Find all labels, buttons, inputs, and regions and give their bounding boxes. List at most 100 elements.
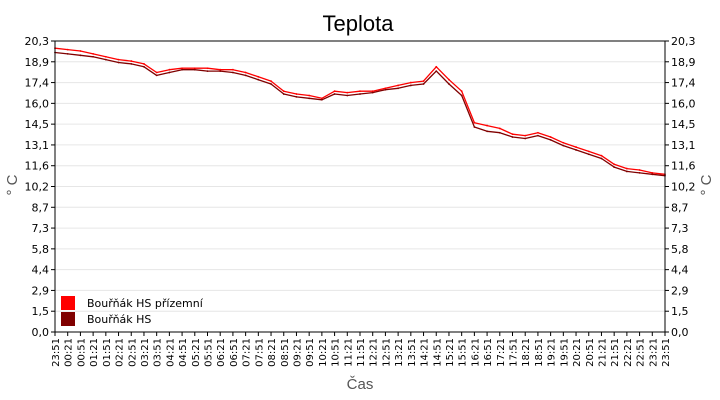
- data-point: [333, 90, 336, 93]
- data-point: [320, 98, 323, 101]
- x-tick-label: 18:21: [521, 338, 532, 367]
- y-tick-label-right: 8,7: [671, 201, 689, 214]
- data-point: [359, 93, 361, 95]
- data-point: [206, 67, 209, 70]
- data-point: [498, 131, 501, 134]
- y-tick-label-left: 0,0: [32, 326, 50, 339]
- data-point: [117, 61, 120, 64]
- data-point: [460, 94, 463, 97]
- data-point: [270, 83, 272, 85]
- data-point: [486, 130, 488, 133]
- x-tick-label: 16:21: [470, 338, 481, 367]
- data-point: [409, 84, 412, 87]
- x-tick-label: 13:21: [394, 338, 405, 367]
- y-tick-label-right: 14,5: [671, 118, 696, 131]
- data-point: [193, 67, 196, 70]
- data-point: [219, 70, 222, 73]
- x-tick-label: 03:51: [153, 338, 164, 367]
- x-tick-label: 08:21: [267, 338, 278, 367]
- data-point: [181, 67, 183, 70]
- data-point: [270, 80, 272, 83]
- data-point: [232, 71, 234, 74]
- data-point: [295, 93, 298, 95]
- data-point: [308, 94, 311, 97]
- y-tick-label-right: 20,3: [671, 35, 696, 48]
- y-tick-label-left: 13,1: [25, 139, 50, 152]
- data-point: [143, 65, 145, 68]
- data-point: [92, 55, 95, 58]
- legend-label: Bouřňák HS: [87, 313, 151, 326]
- x-ticks: 23:51 00:21 00:51 01:21 01:51 02:21 02:51 03:21…: [51, 332, 672, 367]
- data-point: [143, 63, 145, 65]
- x-tick-label: 20:21: [572, 338, 583, 367]
- y-tick-label-right: 18,9: [671, 56, 696, 69]
- data-point: [651, 173, 654, 176]
- y-tick-label-left: 18,9: [25, 56, 50, 69]
- y-ticks-left: 0,0 1,5 2,9 4,4 5,8 7,3 8,7 10,2 11,6 13,1 14,5 16,…: [25, 35, 55, 339]
- x-tick-label: 01:51: [102, 338, 113, 367]
- data-point: [282, 93, 285, 95]
- x-tick-label: 07:21: [242, 338, 253, 367]
- data-point: [486, 124, 488, 127]
- data-point: [638, 169, 641, 171]
- y-tick-label-left: 16,0: [25, 97, 50, 110]
- data-point: [625, 167, 628, 170]
- data-point: [168, 71, 171, 74]
- legend-label: Bouřňák HS přízemní: [87, 297, 204, 310]
- y-tick-label-left: 20,3: [25, 35, 50, 48]
- data-point: [473, 121, 476, 124]
- x-tick-label: 19:21: [547, 338, 558, 367]
- x-tick-label: 13:51: [407, 338, 418, 367]
- legend: Bouřňák HS přízemní Bouřňák HS: [61, 296, 204, 326]
- data-point: [193, 68, 196, 71]
- y-tick-label-right: 0,0: [671, 326, 689, 339]
- x-tick-label: 07:51: [254, 338, 265, 367]
- x-tick-label: 04:51: [178, 338, 189, 367]
- x-tick-label: 22:51: [636, 338, 647, 367]
- x-axis-label: Čas: [347, 376, 374, 393]
- x-tick-label: 06:21: [216, 338, 227, 367]
- data-point: [524, 134, 527, 137]
- x-tick-label: 22:21: [623, 338, 634, 367]
- y-tick-label-left: 10,2: [25, 181, 50, 194]
- data-point: [66, 48, 69, 51]
- data-point: [320, 97, 323, 100]
- data-point: [435, 65, 438, 68]
- x-tick-label: 15:51: [458, 338, 469, 367]
- data-point: [79, 54, 82, 57]
- data-point: [66, 53, 69, 55]
- chart-title: Teplota: [323, 11, 395, 36]
- data-point: [168, 68, 171, 71]
- data-point: [104, 55, 107, 58]
- data-point: [562, 144, 565, 147]
- data-point: [397, 87, 400, 90]
- x-tick-label: 14:51: [432, 338, 443, 367]
- data-point: [537, 134, 539, 137]
- y-tick-label-right: 1,5: [671, 305, 689, 318]
- data-point: [181, 68, 183, 71]
- y-tick-label-left: 7,3: [32, 222, 50, 235]
- data-point: [537, 131, 539, 134]
- x-tick-label: 02:51: [127, 338, 138, 367]
- y-tick-label-right: 7,3: [671, 222, 689, 235]
- x-tick-label: 11:21: [343, 338, 354, 367]
- data-point: [206, 70, 209, 73]
- x-tick-label: 21:51: [610, 338, 621, 367]
- x-tick-label: 23:51: [51, 338, 62, 367]
- data-point: [130, 60, 133, 62]
- data-point: [435, 70, 438, 73]
- x-tick-label: 14:21: [420, 338, 431, 367]
- data-point: [638, 171, 641, 174]
- data-point: [448, 83, 450, 85]
- x-tick-label: 10:51: [331, 338, 342, 367]
- y-tick-label-right: 5,8: [671, 243, 689, 256]
- x-tick-label: 19:51: [559, 338, 570, 367]
- data-point: [422, 80, 425, 83]
- data-point: [524, 137, 527, 140]
- x-tick-label: 16:51: [483, 338, 494, 367]
- series-layer: [54, 47, 666, 177]
- x-tick-label: 09:51: [305, 338, 316, 367]
- y-axis-label-right: ° C: [698, 174, 715, 195]
- y-tick-label-left: 4,4: [32, 264, 50, 277]
